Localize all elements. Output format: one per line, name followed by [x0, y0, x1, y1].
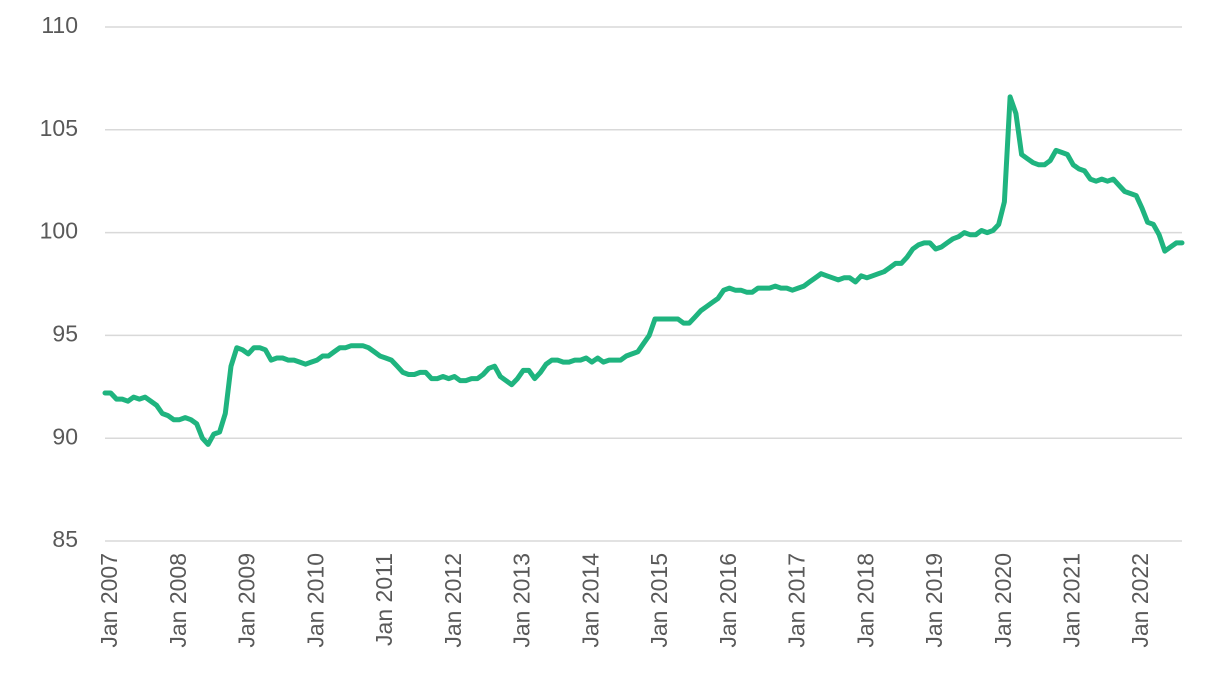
x-tick-label: Jan 2020	[990, 553, 1016, 648]
x-tick-label: Jan 2022	[1127, 553, 1153, 648]
y-tick-label: 110	[41, 12, 78, 38]
x-tick-label: Jan 2018	[852, 553, 878, 648]
x-tick-label: Jan 2013	[509, 553, 535, 648]
y-tick-label: 105	[40, 115, 78, 141]
y-tick-label: 95	[52, 320, 78, 346]
y-tick-label: 85	[52, 526, 78, 552]
x-tick-label: Jan 2019	[921, 553, 947, 648]
x-tick-label: Jan 2012	[440, 553, 466, 648]
x-tick-label: Jan 2017	[784, 553, 810, 648]
x-tick-label: Jan 2007	[96, 553, 122, 648]
x-tick-label: Jan 2014	[577, 553, 603, 648]
x-tick-label: Jan 2010	[302, 553, 328, 648]
x-tick-label: Jan 2011	[371, 553, 397, 646]
x-tick-label: Jan 2016	[715, 553, 741, 648]
x-tick-label: Jan 2015	[646, 553, 672, 648]
x-tick-label: Jan 2008	[165, 553, 191, 648]
y-tick-label: 100	[40, 218, 78, 244]
x-tick-label: Jan 2021	[1059, 553, 1085, 648]
y-tick-label: 90	[52, 423, 78, 449]
x-tick-label: Jan 2009	[234, 553, 260, 648]
line	[102, 94, 1185, 447]
